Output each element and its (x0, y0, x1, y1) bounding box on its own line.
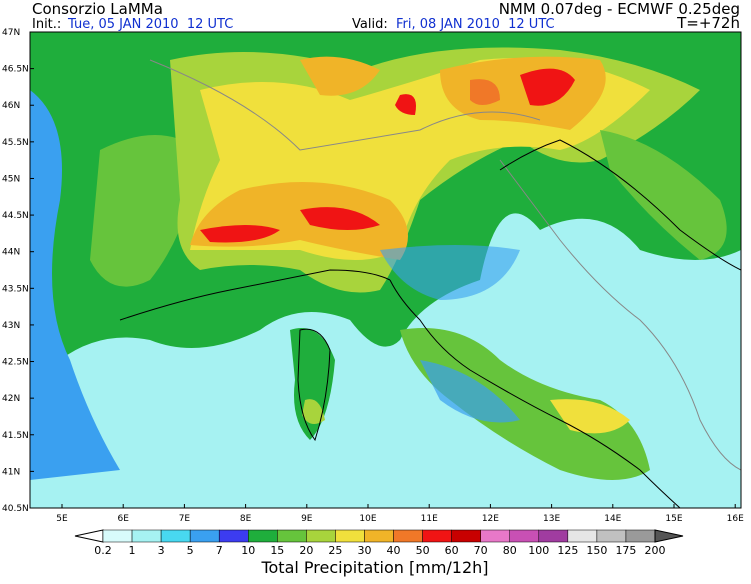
lon-label: 12E (482, 514, 499, 524)
colorbar-swatch (393, 529, 423, 543)
precip-field (30, 32, 741, 508)
lead-time: T=+72h (676, 14, 740, 32)
valid-time: Fri, 08 JAN 2010 12 UTC (396, 17, 555, 32)
lat-label: 43N (2, 321, 20, 331)
title: Consorzio LaMMa (32, 0, 163, 18)
colorbar-tick-label: 3 (158, 544, 165, 557)
lat-label: 43.5N (2, 284, 29, 294)
colorbar-swatch (335, 529, 365, 543)
lat-label: 41N (2, 467, 20, 477)
colorbar-swatch (567, 529, 598, 543)
colorbar-swatch (131, 529, 162, 543)
colorbar-swatch (248, 529, 278, 543)
colorbar-swatch (102, 529, 133, 543)
map-frame (29, 31, 742, 509)
lat-label: 46.5N (2, 65, 29, 75)
colorbar-tick-label: 7 (216, 544, 223, 557)
colorbar-tick-label: 15 (270, 544, 284, 557)
colorbar-tick-label: 125 (557, 544, 578, 557)
colorbar-tick-label: 25 (328, 544, 342, 557)
lon-label: 7E (179, 514, 191, 524)
lat-label: 45N (2, 174, 20, 184)
valid-label: Valid: (352, 17, 388, 32)
lat-label: 42.5N (2, 358, 29, 368)
lon-label: 8E (240, 514, 252, 524)
colorbar-swatch (625, 529, 656, 543)
lon-label: 11E (421, 514, 438, 524)
lat-label: 45.5N (2, 138, 29, 148)
colorbar-swatch (451, 529, 481, 543)
colorbar-tick-label: 80 (503, 544, 517, 557)
lat-label: 47N (2, 28, 20, 38)
lon-label: 9E (301, 514, 313, 524)
lat-label: 46N (2, 101, 20, 111)
colorbar-swatch (218, 529, 249, 543)
colorbar-swatch (364, 529, 394, 543)
colorbar-swatch (538, 529, 569, 543)
colorbar-tick-label: 30 (357, 544, 371, 557)
lat-label: 40.5N (2, 504, 29, 514)
colorbar-swatch (306, 529, 336, 543)
colorbar-label: Total Precipitation [mm/12h] (260, 558, 488, 577)
lon-label: 10E (359, 514, 376, 524)
lat-label: 41.5N (2, 431, 29, 441)
lat-label: 44N (2, 248, 20, 258)
colorbar-swatch (596, 529, 627, 543)
colorbar-swatch (422, 529, 452, 543)
model: NMM 0.07deg - ECMWF 0.25deg (499, 0, 740, 18)
lon-label: 14E (604, 514, 621, 524)
colorbar-tick-label: 50 (416, 544, 430, 557)
lon-label: 15E (665, 514, 682, 524)
init-time: Tue, 05 JAN 2010 12 UTC (67, 17, 233, 32)
colorbar-tick-label: 40 (387, 544, 401, 557)
lon-label: 13E (543, 514, 560, 524)
colorbar-tick-label: 200 (645, 544, 666, 557)
colorbar-tick-label: 70 (474, 544, 488, 557)
colorbar-tick-label: 5 (187, 544, 194, 557)
colorbar-tick-label: 100 (528, 544, 549, 557)
colorbar-swatch (509, 529, 540, 543)
colorbar-swatch (277, 529, 307, 543)
init-label: Init.: (32, 17, 61, 32)
lon-label: 5E (56, 514, 68, 524)
lon-label: 16E (727, 514, 744, 524)
colorbar-swatch (189, 529, 220, 543)
colorbar-tick-label: 150 (586, 544, 607, 557)
colorbar-swatch (160, 529, 191, 543)
lat-label: 44.5N (2, 211, 29, 221)
colorbar-tick-label: 1 (129, 544, 136, 557)
lon-label: 6E (117, 514, 129, 524)
colorbar-high (654, 529, 684, 543)
colorbar-tick-label: 60 (445, 544, 459, 557)
colorbar-tick-label: 0.2 (94, 544, 112, 557)
colorbar-low (74, 529, 104, 543)
colorbar-tick-label: 175 (615, 544, 636, 557)
colorbar-swatch (480, 529, 510, 543)
colorbar-tick-label: 10 (241, 544, 255, 557)
colorbar-tick-label: 20 (299, 544, 313, 557)
lat-label: 42N (2, 394, 20, 404)
